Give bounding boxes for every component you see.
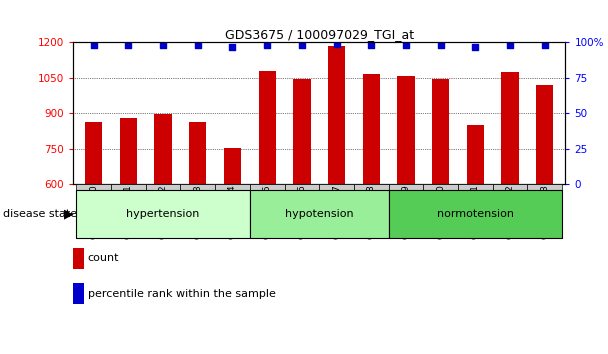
Point: [401, 42, 411, 48]
Point: [332, 41, 342, 47]
Bar: [73, 248, 84, 269]
Bar: [258, 71, 276, 184]
Bar: [389, 190, 562, 238]
Text: ▶: ▶: [64, 208, 74, 221]
Bar: [492, 184, 527, 239]
Bar: [181, 184, 215, 239]
Text: GSM493545: GSM493545: [263, 184, 272, 239]
Text: count: count: [88, 253, 119, 263]
Point: [158, 42, 168, 48]
Point: [262, 42, 272, 48]
Title: GDS3675 / 100097029_TGI_at: GDS3675 / 100097029_TGI_at: [224, 28, 414, 41]
Bar: [154, 114, 172, 184]
Point: [505, 42, 515, 48]
Point: [471, 44, 480, 50]
Bar: [111, 184, 146, 239]
Point: [89, 42, 98, 48]
Bar: [362, 74, 380, 184]
Text: GSM493542: GSM493542: [159, 184, 168, 239]
Bar: [527, 184, 562, 239]
Text: GSM493551: GSM493551: [471, 184, 480, 239]
Bar: [397, 75, 415, 184]
Text: GSM493550: GSM493550: [436, 184, 445, 239]
Bar: [250, 184, 285, 239]
Text: GSM493546: GSM493546: [297, 184, 306, 239]
Bar: [285, 184, 319, 239]
Point: [297, 42, 306, 48]
Bar: [85, 121, 102, 184]
Text: GSM493541: GSM493541: [124, 184, 133, 239]
Point: [367, 42, 376, 48]
Bar: [328, 46, 345, 184]
Bar: [77, 184, 111, 239]
Text: hypertension: hypertension: [126, 209, 200, 219]
Bar: [189, 122, 207, 184]
Bar: [319, 184, 354, 239]
Point: [436, 42, 446, 48]
Text: hypotension: hypotension: [285, 209, 353, 219]
Bar: [389, 184, 423, 239]
Bar: [120, 118, 137, 184]
Point: [227, 44, 237, 50]
Bar: [224, 148, 241, 184]
Bar: [73, 283, 84, 304]
Text: GSM493549: GSM493549: [401, 184, 410, 239]
Text: GSM493552: GSM493552: [505, 184, 514, 239]
Point: [540, 42, 550, 48]
Point: [193, 42, 202, 48]
Bar: [354, 184, 389, 239]
Bar: [250, 190, 389, 238]
Bar: [423, 184, 458, 239]
Text: disease state: disease state: [3, 209, 77, 219]
Bar: [215, 184, 250, 239]
Bar: [501, 72, 519, 184]
Point: [123, 42, 133, 48]
Bar: [293, 79, 311, 184]
Bar: [432, 79, 449, 184]
Bar: [77, 190, 250, 238]
Text: GSM493553: GSM493553: [540, 184, 549, 239]
Text: percentile rank within the sample: percentile rank within the sample: [88, 289, 275, 299]
Text: GSM493544: GSM493544: [228, 184, 237, 239]
Bar: [146, 184, 181, 239]
Text: GSM493543: GSM493543: [193, 184, 202, 239]
Text: GSM493548: GSM493548: [367, 184, 376, 239]
Bar: [466, 125, 484, 184]
Text: normotension: normotension: [437, 209, 514, 219]
Text: GSM493547: GSM493547: [332, 184, 341, 239]
Text: GSM493540: GSM493540: [89, 184, 98, 239]
Bar: [536, 85, 553, 184]
Bar: [458, 184, 492, 239]
